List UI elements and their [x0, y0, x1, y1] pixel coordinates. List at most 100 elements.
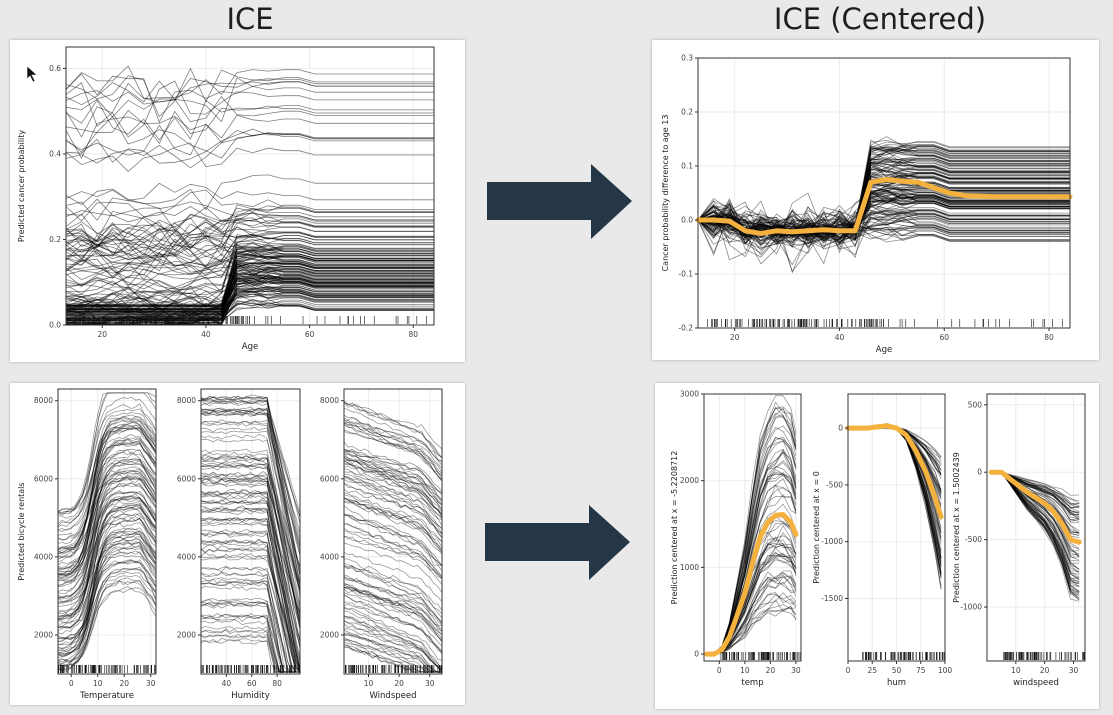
arrow-shape [485, 505, 630, 580]
ice-line [343, 582, 443, 639]
x-tick-label: 80 [272, 679, 282, 688]
ice-line [343, 400, 443, 458]
ice-line [343, 441, 443, 492]
ice-line [991, 471, 1080, 601]
ice-line [57, 508, 157, 650]
ice-line [343, 637, 442, 673]
ice-line [343, 414, 443, 475]
y-axis-label: Prediction centered at x = -5.2208712 [670, 451, 679, 605]
ice-line [200, 530, 300, 673]
ice-line [343, 562, 443, 619]
y-tick-label: 0.2 [681, 108, 693, 117]
ice-line [343, 421, 443, 482]
ice-line [57, 498, 157, 583]
ice-line [57, 448, 157, 568]
y-tick-label: 0.0 [681, 216, 693, 225]
ice-line [57, 496, 157, 618]
ice-line [57, 453, 157, 531]
ice-line [200, 457, 301, 614]
ice-line [57, 415, 157, 558]
x-tick-label: 10 [1011, 666, 1021, 675]
ice-line [57, 541, 157, 604]
y-tick-label: 4000 [177, 552, 196, 561]
ice-line [66, 276, 434, 323]
ice-line [697, 203, 1070, 243]
ice-line [697, 181, 1070, 252]
right-arrow-icon [487, 164, 632, 239]
ice-line [57, 396, 157, 514]
y-tick-label: 0.4 [49, 149, 61, 158]
ice-line [343, 449, 443, 494]
x-axis-label: windspeed [1013, 678, 1059, 688]
ice-line [57, 477, 157, 550]
ice-line [57, 484, 157, 593]
ice-line [343, 493, 443, 543]
ice-line [200, 508, 301, 673]
x-axis-label: Windspeed [369, 691, 416, 701]
ice-line [65, 211, 434, 246]
ice-line [343, 514, 443, 572]
ice-line [65, 273, 434, 302]
ice-line [200, 517, 301, 671]
ice-line [57, 427, 157, 576]
ice-line [343, 459, 443, 511]
ice-line [66, 263, 434, 314]
ice-line [200, 422, 301, 534]
ice-line [200, 494, 301, 673]
ice-line [66, 242, 434, 310]
ice-line [200, 394, 301, 583]
ice-line [343, 468, 443, 515]
ice-line [343, 595, 443, 653]
y-tick-label: 2000 [680, 476, 699, 485]
ice-centered-heading: ICE (Centered) [773, 2, 987, 36]
y-tick-label: 4000 [320, 552, 339, 561]
ice-line [343, 586, 443, 636]
x-axis-label: hum [887, 678, 906, 688]
ice-line [57, 443, 157, 571]
y-tick-label: -0.1 [678, 270, 693, 279]
ice-line [343, 530, 443, 579]
ice-line [57, 491, 157, 600]
ice-line [200, 411, 301, 584]
ice-line [58, 482, 157, 587]
ice-line [343, 587, 443, 635]
ice-line [343, 514, 443, 566]
ice-line [200, 544, 301, 673]
bike-ice-panel: 0 10 20 30 2000 4000 6000 8000 Temperature Predic… [10, 383, 465, 705]
ice-line [200, 399, 301, 514]
ice-line [57, 544, 157, 639]
ice-line [200, 420, 301, 607]
ice-line [66, 305, 434, 322]
ice-line [57, 506, 157, 603]
y-tick-label: -0.2 [678, 324, 693, 333]
ice-line [57, 504, 157, 620]
bike-ice-centered-panel: 0 10 20 30 0 1000 2000 3000 temp Prediction cente… [655, 383, 1099, 709]
y-tick-label: 4000 [34, 552, 53, 561]
ice-line [65, 73, 434, 124]
ice-line [57, 513, 157, 617]
ice-line [57, 392, 157, 516]
ice-line [57, 419, 157, 554]
plot-frame [703, 393, 802, 662]
ice-line [200, 410, 301, 556]
ice-line [57, 392, 157, 528]
ice-line [200, 585, 300, 673]
x-tick-label: 40 [835, 333, 845, 342]
ice-line [57, 527, 157, 667]
ice-line [200, 433, 301, 628]
y-tick-label: 0 [838, 424, 843, 433]
ice-line [200, 541, 300, 673]
ice-line [66, 272, 434, 317]
ice-line [343, 452, 443, 513]
ice-line [343, 558, 443, 615]
ice-line [57, 491, 157, 598]
ice-line [343, 514, 443, 567]
ice-line [343, 422, 443, 469]
ice-line [57, 533, 157, 656]
ice-line [57, 472, 157, 536]
ice-line [697, 200, 1070, 274]
ice-line [991, 471, 1080, 597]
ice-line [343, 587, 443, 633]
ice-line [57, 545, 157, 655]
ice-line [200, 397, 301, 593]
